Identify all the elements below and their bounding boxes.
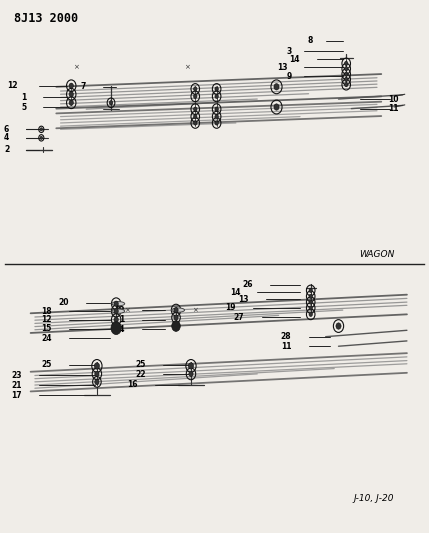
- Text: 3: 3: [286, 47, 291, 55]
- Text: ×: ×: [124, 307, 130, 313]
- Text: 12: 12: [7, 81, 18, 90]
- Circle shape: [309, 288, 312, 293]
- Circle shape: [309, 294, 312, 298]
- Text: 11: 11: [388, 104, 399, 113]
- Circle shape: [109, 101, 113, 105]
- Text: 27: 27: [234, 312, 245, 321]
- Circle shape: [274, 84, 279, 90]
- Text: 18: 18: [41, 306, 52, 316]
- Circle shape: [114, 301, 118, 306]
- Text: 10: 10: [388, 94, 399, 103]
- Text: 8J13 2000: 8J13 2000: [14, 12, 78, 26]
- Circle shape: [174, 315, 178, 320]
- Text: 23: 23: [12, 371, 22, 380]
- Circle shape: [344, 61, 348, 66]
- Ellipse shape: [112, 309, 125, 313]
- Text: 24: 24: [42, 334, 52, 343]
- Circle shape: [309, 306, 312, 310]
- Circle shape: [215, 87, 218, 91]
- Circle shape: [95, 371, 99, 376]
- Text: 5: 5: [21, 102, 26, 111]
- Circle shape: [344, 83, 348, 87]
- Text: WAGON: WAGON: [359, 249, 394, 259]
- Circle shape: [189, 371, 193, 376]
- Circle shape: [40, 128, 42, 131]
- Circle shape: [193, 87, 197, 91]
- Circle shape: [274, 104, 279, 110]
- Circle shape: [309, 312, 312, 317]
- Text: 25: 25: [136, 360, 146, 369]
- Text: 11: 11: [281, 342, 291, 351]
- Circle shape: [215, 115, 218, 119]
- Text: 15: 15: [42, 324, 52, 333]
- Text: 21: 21: [12, 381, 22, 390]
- Circle shape: [193, 94, 197, 99]
- Text: 24: 24: [114, 325, 125, 334]
- Circle shape: [40, 136, 42, 140]
- Text: ×: ×: [192, 307, 198, 313]
- Circle shape: [95, 379, 99, 384]
- Circle shape: [114, 317, 118, 322]
- Text: 1: 1: [119, 315, 125, 324]
- Circle shape: [193, 107, 197, 111]
- Circle shape: [94, 363, 100, 369]
- Circle shape: [69, 100, 73, 106]
- Ellipse shape: [112, 302, 125, 306]
- Text: 2: 2: [4, 145, 9, 154]
- Text: 12: 12: [114, 305, 125, 314]
- Circle shape: [215, 94, 218, 99]
- Text: 14: 14: [290, 55, 300, 63]
- Circle shape: [172, 321, 180, 332]
- Circle shape: [69, 92, 73, 97]
- Circle shape: [215, 107, 218, 111]
- Text: 6: 6: [4, 125, 9, 134]
- Text: 13: 13: [238, 295, 249, 304]
- Text: 9: 9: [286, 71, 291, 80]
- Text: 17: 17: [12, 391, 22, 400]
- Text: ×: ×: [73, 64, 79, 70]
- Text: 14: 14: [230, 287, 240, 296]
- Text: 25: 25: [42, 360, 52, 369]
- Circle shape: [344, 72, 348, 76]
- Ellipse shape: [172, 308, 184, 312]
- Text: 13: 13: [277, 63, 287, 71]
- Text: 8: 8: [308, 36, 313, 45]
- Circle shape: [193, 121, 197, 125]
- Text: 19: 19: [225, 303, 236, 312]
- Circle shape: [193, 115, 197, 119]
- Circle shape: [111, 322, 121, 335]
- Circle shape: [309, 300, 312, 304]
- Text: 7: 7: [81, 82, 86, 91]
- Text: 28: 28: [281, 332, 291, 341]
- Text: 12: 12: [42, 315, 52, 324]
- Circle shape: [114, 309, 118, 314]
- Text: 4: 4: [4, 133, 9, 142]
- Text: 20: 20: [59, 298, 69, 307]
- Text: 16: 16: [127, 380, 138, 389]
- Circle shape: [188, 363, 193, 369]
- Text: ×: ×: [184, 64, 190, 70]
- Text: 26: 26: [242, 280, 253, 289]
- Circle shape: [344, 67, 348, 71]
- Text: 22: 22: [136, 370, 146, 379]
- Text: 1: 1: [21, 93, 26, 102]
- Circle shape: [174, 308, 178, 313]
- Circle shape: [344, 77, 348, 82]
- Circle shape: [69, 83, 73, 88]
- Circle shape: [336, 323, 341, 329]
- Text: J-10, J-20: J-10, J-20: [353, 494, 394, 503]
- Circle shape: [215, 121, 218, 125]
